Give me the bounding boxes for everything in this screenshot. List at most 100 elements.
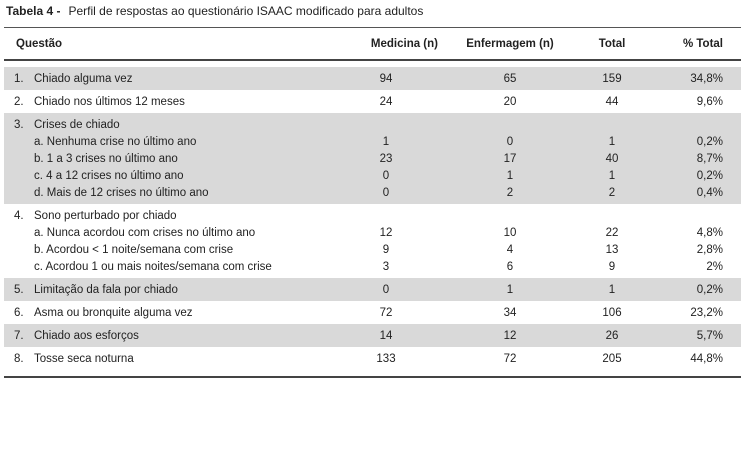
medicina-count-cell: 1 bbox=[382, 135, 390, 148]
question-label: c. Acordou 1 ou mais noites/semana com c… bbox=[34, 260, 272, 273]
medicina-count-cell: 14 bbox=[379, 329, 393, 342]
table-row: d. Mais de 12 crises no último ano 0 2 2 0,4… bbox=[4, 184, 741, 201]
question-number: 6. bbox=[14, 306, 24, 319]
medicina-count-cell: 133 bbox=[376, 352, 396, 365]
header-medicina: Medicina (n) bbox=[370, 37, 438, 50]
question-number: 8. bbox=[14, 352, 24, 365]
question-label: Chiado nos últimos 12 meses bbox=[34, 95, 185, 108]
question-label: Tosse seca noturna bbox=[34, 352, 134, 365]
question-cell: 3. Crises de chiado bbox=[4, 119, 334, 131]
enfermagem-count-cell: 1 bbox=[506, 169, 514, 182]
question-label: Chiado aos esforços bbox=[34, 329, 139, 342]
question-label: Asma ou bronquite alguma vez bbox=[34, 306, 193, 319]
caption-label: Tabela 4 - bbox=[6, 4, 61, 18]
table-header: Questão Medicina (n) Enfermagem (n) Tota… bbox=[4, 28, 741, 59]
pct-total-cell: 5,7% bbox=[696, 329, 723, 342]
question-label: Crises de chiado bbox=[34, 118, 120, 131]
question-number: 1. bbox=[14, 72, 24, 85]
total-count-cell: 13 bbox=[605, 243, 619, 256]
total-count-cell: 26 bbox=[605, 329, 619, 342]
pct-total-cell: 9,6% bbox=[696, 95, 723, 108]
medicina-count-cell: 0 bbox=[382, 283, 390, 296]
medicina-count-cell: 23 bbox=[379, 152, 393, 165]
total-count-cell: 205 bbox=[602, 352, 622, 365]
enfermagem-count-cell: 10 bbox=[503, 226, 517, 239]
table-row: 4. Sono perturbado por chiado bbox=[4, 207, 741, 224]
total-count-cell: 1 bbox=[608, 283, 616, 296]
pct-total-cell: 0,2% bbox=[696, 283, 723, 296]
question-cell: 8. Tosse seca noturna bbox=[4, 353, 334, 365]
medicina-count-cell: 0 bbox=[382, 186, 390, 199]
medicina-count-cell: 24 bbox=[379, 95, 393, 108]
medicina-count-cell: 3 bbox=[382, 260, 390, 273]
table-bottom-rule bbox=[4, 376, 741, 378]
question-cell: c. 4 a 12 crises no último ano bbox=[4, 170, 334, 182]
pct-total-cell: 2% bbox=[706, 260, 723, 273]
question-label: Chiado alguma vez bbox=[34, 72, 133, 85]
pct-total-cell: 23,2% bbox=[690, 306, 723, 319]
medicina-count-cell: 94 bbox=[379, 72, 393, 85]
total-count-cell: 40 bbox=[605, 152, 619, 165]
total-count-cell: 1 bbox=[608, 135, 616, 148]
enfermagem-count-cell: 4 bbox=[506, 243, 514, 256]
table-row: 1. Chiado alguma vez 94 65 159 34,8% bbox=[4, 70, 741, 87]
enfermagem-count-cell: 12 bbox=[503, 329, 517, 342]
question-cell: a. Nenhuma crise no último ano bbox=[4, 136, 334, 148]
pct-total-cell: 44,8% bbox=[690, 352, 723, 365]
header-total: Total bbox=[598, 37, 626, 50]
medicina-count-cell: 9 bbox=[382, 243, 390, 256]
enfermagem-count-cell: 20 bbox=[503, 95, 517, 108]
question-cell: 2. Chiado nos últimos 12 meses bbox=[4, 96, 334, 108]
question-number: 4. bbox=[14, 209, 24, 222]
header-enfermagem: Enfermagem (n) bbox=[466, 37, 554, 50]
table-row: 3. Crises de chiado bbox=[4, 116, 741, 133]
enfermagem-count-cell: 2 bbox=[506, 186, 514, 199]
table-row: b. 1 a 3 crises no último ano 23 17 40 8,7% bbox=[4, 150, 741, 167]
table-row-group: 8. Tosse seca noturna 133 72 205 44,8% bbox=[4, 347, 741, 370]
question-label: b. Acordou < 1 noite/semana com crise bbox=[34, 243, 234, 256]
question-label: Sono perturbado por chiado bbox=[34, 209, 177, 222]
question-label: d. Mais de 12 crises no último ano bbox=[34, 186, 209, 199]
table-row-group: 2. Chiado nos últimos 12 meses 24 20 44 9,6% bbox=[4, 90, 741, 113]
question-label: a. Nenhuma crise no último ano bbox=[34, 135, 197, 148]
question-number: 7. bbox=[14, 329, 24, 342]
enfermagem-count-cell: 65 bbox=[503, 72, 517, 85]
pct-total-cell: 0,2% bbox=[696, 169, 723, 182]
question-number: 2. bbox=[14, 95, 24, 108]
total-count-cell: 44 bbox=[605, 95, 619, 108]
total-count-cell: 159 bbox=[602, 72, 622, 85]
question-label: c. 4 a 12 crises no último ano bbox=[34, 169, 184, 182]
question-cell: b. 1 a 3 crises no último ano bbox=[4, 153, 334, 165]
question-label: Limitação da fala por chiado bbox=[34, 283, 178, 296]
enfermagem-count-cell: 72 bbox=[503, 352, 517, 365]
table-row: a. Nunca acordou com crises no último an… bbox=[4, 224, 741, 241]
table-row-group: 6. Asma ou bronquite alguma vez 72 34 106 23,… bbox=[4, 301, 741, 324]
question-cell: 4. Sono perturbado por chiado bbox=[4, 210, 334, 222]
data-table: Questão Medicina (n) Enfermagem (n) Tota… bbox=[4, 27, 741, 378]
table-row: 7. Chiado aos esforços 14 12 26 5,7% bbox=[4, 327, 741, 344]
table-row-group: 3. Crises de chiado a. Nenhuma crise no úl… bbox=[4, 113, 741, 204]
question-cell: b. Acordou < 1 noite/semana com crise bbox=[4, 244, 334, 256]
table-body: 1. Chiado alguma vez 94 65 159 34,8% 2. Chiado … bbox=[4, 67, 741, 370]
header-pct-total: % Total bbox=[682, 37, 723, 50]
question-cell: a. Nunca acordou com crises no último an… bbox=[4, 227, 334, 239]
question-label: a. Nunca acordou com crises no último an… bbox=[34, 226, 256, 239]
total-count-cell: 2 bbox=[608, 186, 616, 199]
table-row: 8. Tosse seca noturna 133 72 205 44,8% bbox=[4, 350, 741, 367]
enfermagem-count-cell: 1 bbox=[506, 283, 514, 296]
total-count-cell: 22 bbox=[605, 226, 619, 239]
enfermagem-count-cell: 17 bbox=[503, 152, 517, 165]
question-cell: d. Mais de 12 crises no último ano bbox=[4, 187, 334, 199]
question-cell: 1. Chiado alguma vez bbox=[4, 73, 334, 85]
pct-total-cell: 2,8% bbox=[696, 243, 723, 256]
enfermagem-count-cell: 0 bbox=[506, 135, 514, 148]
question-number: 3. bbox=[14, 118, 24, 131]
table-row: b. Acordou < 1 noite/semana com crise 9 4 1… bbox=[4, 241, 741, 258]
enfermagem-count-cell: 34 bbox=[503, 306, 517, 319]
pct-total-cell: 0,4% bbox=[696, 186, 723, 199]
table-row: 2. Chiado nos últimos 12 meses 24 20 44 9,6% bbox=[4, 93, 741, 110]
total-count-cell: 1 bbox=[608, 169, 616, 182]
medicina-count-cell: 0 bbox=[382, 169, 390, 182]
enfermagem-count-cell: 6 bbox=[506, 260, 514, 273]
question-cell: 5. Limitação da fala por chiado bbox=[4, 284, 334, 296]
